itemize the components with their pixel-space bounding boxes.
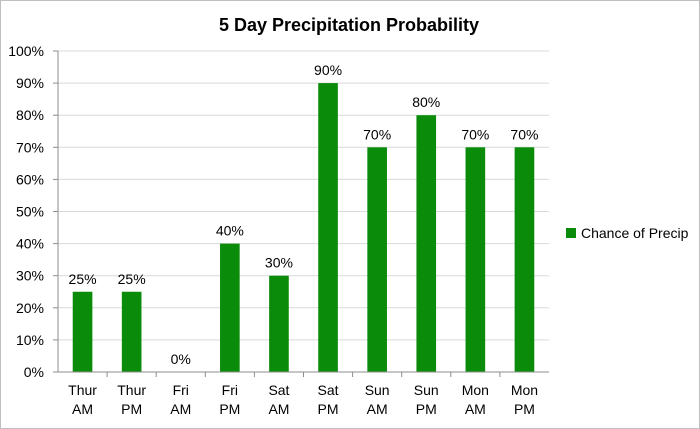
bar — [121, 291, 142, 372]
x-axis-ticks: Thur AM Thur PM Fri AM Fri PM Sat AM Sat PM Sun AM Sun… — [68, 372, 538, 417]
y-tick-label: 100% — [8, 43, 44, 59]
bar — [220, 243, 240, 372]
y-tick-label: 0% — [24, 364, 44, 380]
legend-swatch — [566, 228, 576, 238]
data-label: 30% — [265, 255, 293, 271]
bars — [72, 83, 535, 372]
data-label: 70% — [461, 126, 489, 142]
x-tick-label: PM — [318, 401, 339, 417]
x-tick-label: PM — [514, 401, 535, 417]
x-tick-label: Sun — [365, 382, 390, 398]
x-tick-label: AM — [170, 401, 191, 417]
x-tick-label: Sat — [268, 382, 289, 398]
data-label: 0% — [171, 351, 191, 367]
bar — [514, 147, 535, 372]
data-label: 70% — [510, 126, 538, 142]
legend-label: Chance of Precip — [581, 225, 689, 241]
x-tick-label: PM — [416, 401, 437, 417]
y-axis-ticks: 0% 10% 20% 30% 40% 50% 60% 70% 80% 90% 100% — [8, 43, 58, 380]
y-tick-label: 60% — [16, 171, 44, 187]
y-tick-label: 40% — [16, 236, 44, 252]
x-tick-label: Thur — [68, 382, 97, 398]
x-tick-label: Fri — [173, 382, 189, 398]
bar — [416, 115, 437, 372]
data-label: 90% — [314, 62, 342, 78]
chart-title: 5 Day Precipitation Probability — [219, 15, 479, 35]
x-tick-label: Sat — [318, 382, 339, 398]
legend: Chance of Precip — [566, 225, 689, 241]
x-tick-label: PM — [219, 401, 240, 417]
x-tick-label: Sun — [414, 382, 439, 398]
data-label: 25% — [118, 271, 146, 287]
x-tick-label: Mon — [462, 382, 489, 398]
bar — [367, 147, 387, 372]
y-tick-label: 90% — [16, 75, 44, 91]
data-label: 70% — [363, 126, 391, 142]
bar — [269, 275, 289, 372]
data-labels: 25% 25% 0% 40% 30% 90% 70% 80% 70% 70% — [69, 62, 539, 367]
x-tick-label: AM — [465, 401, 486, 417]
x-tick-label: AM — [72, 401, 93, 417]
x-tick-label: Mon — [511, 382, 538, 398]
y-tick-label: 70% — [16, 139, 44, 155]
y-tick-label: 50% — [16, 204, 44, 220]
bar — [465, 147, 486, 372]
data-label: 80% — [412, 94, 440, 110]
y-tick-label: 80% — [16, 107, 44, 123]
bar — [72, 291, 93, 372]
data-label: 25% — [69, 271, 97, 287]
x-tick-label: Fri — [222, 382, 238, 398]
y-tick-label: 30% — [16, 268, 44, 284]
y-tick-label: 20% — [16, 300, 44, 316]
x-tick-label: AM — [268, 401, 289, 417]
data-label: 40% — [216, 223, 244, 239]
x-tick-label: PM — [121, 401, 142, 417]
x-tick-label: AM — [367, 401, 388, 417]
y-tick-label: 10% — [16, 332, 44, 348]
x-tick-label: Thur — [117, 382, 146, 398]
bar — [318, 83, 338, 372]
